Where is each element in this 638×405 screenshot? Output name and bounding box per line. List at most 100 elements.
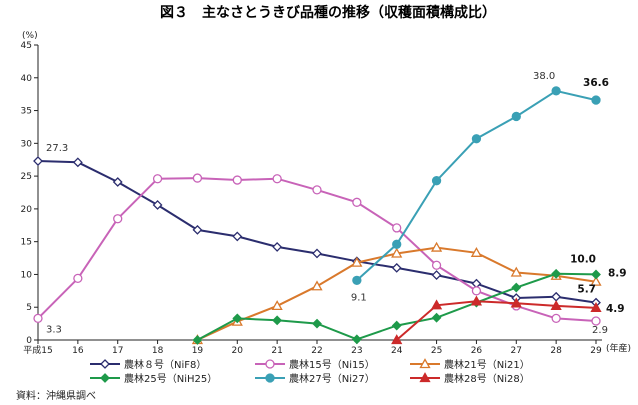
y-tick-label: 20: [21, 205, 33, 215]
data-point: [113, 214, 123, 224]
data-point: [470, 295, 483, 306]
data-point: [431, 270, 442, 281]
y-tick-label: 45: [21, 41, 32, 51]
data-point: [431, 260, 442, 270]
x-tick-label: 16: [72, 346, 84, 356]
y-tick-label: 10: [21, 270, 33, 280]
series-4: [192, 268, 601, 345]
data-point: [73, 273, 83, 284]
legend-label: 農林15号（Ni15）: [289, 358, 375, 371]
data-point: [33, 156, 43, 166]
legend-item: 農林21号（Ni21）: [410, 358, 530, 371]
x-tick-label: 平成15: [23, 344, 52, 356]
legend-item: 農林15号（Ni15）: [255, 358, 375, 371]
data-point: [272, 315, 283, 326]
legend-marker: [100, 359, 110, 369]
data-point: [470, 246, 483, 257]
data-label: 4.9: [606, 303, 625, 315]
x-tick-label: 17: [112, 346, 123, 356]
data-point: [232, 175, 242, 185]
data-point: [431, 176, 442, 186]
data-label: 38.0: [533, 71, 555, 82]
x-tick-label: 27: [511, 346, 522, 356]
data-point: [352, 275, 362, 285]
y-tick-label: 40: [21, 74, 33, 84]
data-label: 3.3: [46, 324, 62, 335]
legend-marker: [100, 373, 110, 383]
data-point: [392, 239, 402, 249]
series-6: [391, 295, 602, 345]
y-tick-label: 0: [26, 336, 32, 346]
x-tick-label: 20: [232, 346, 244, 356]
x-tick-label: 26: [471, 346, 483, 356]
series-5: [352, 86, 601, 285]
data-label: 10.0: [570, 253, 596, 265]
data-point: [391, 334, 403, 345]
data-label: 27.3: [46, 143, 68, 154]
data-point: [511, 282, 522, 293]
data-point: [551, 313, 561, 324]
data-point: [391, 320, 402, 331]
legend-item: 農林28号（Ni28）: [410, 372, 530, 385]
y-tick-label: 5: [26, 303, 32, 313]
data-label: 8.9: [608, 268, 627, 280]
data-point: [391, 262, 402, 273]
data-point: [272, 241, 283, 252]
data-point: [591, 95, 601, 105]
legend-marker: [419, 372, 431, 383]
y-tick-label: 25: [21, 172, 32, 182]
data-label: 9.1: [351, 292, 367, 303]
legend-label: 農林25号（NiH25）: [124, 372, 217, 385]
y-tick-label: 35: [21, 107, 32, 117]
data-label: 36.6: [583, 77, 609, 89]
data-point: [430, 299, 443, 310]
data-point: [551, 268, 562, 279]
data-point: [232, 231, 243, 242]
data-point: [352, 197, 362, 207]
legend-label: 農林８号（NiF8）: [124, 358, 206, 371]
data-point: [591, 269, 601, 280]
data-point: [312, 318, 322, 329]
chart-title: 図３ 主なさとうきび品種の推移（収穫面積構成比）: [160, 4, 496, 21]
legend-item: 農林25号（NiH25）: [90, 372, 217, 385]
legend-item: 農林８号（NiF8）: [90, 358, 206, 371]
data-point: [511, 111, 521, 122]
legend-label: 農林21号（Ni21）: [444, 358, 530, 371]
data-point: [312, 248, 322, 259]
data-point: [192, 224, 203, 235]
data-point: [192, 335, 203, 345]
data-point: [551, 291, 562, 302]
series-2: [33, 173, 601, 326]
x-axis-label: (年産): [606, 342, 631, 354]
x-tick-label: 21: [271, 346, 282, 356]
y-tick-label: 30: [21, 139, 33, 149]
data-point: [550, 300, 562, 311]
data-point: [152, 200, 163, 210]
data-point: [471, 286, 482, 296]
data-point: [430, 241, 443, 252]
data-point: [152, 174, 163, 184]
source-note: 資料：沖縄県調べ: [16, 389, 96, 402]
data-point: [192, 173, 203, 183]
data-point: [392, 223, 402, 233]
data-point: [312, 185, 322, 195]
data-point: [232, 313, 243, 324]
data-point: [510, 266, 522, 277]
x-tick-label: 29: [590, 346, 602, 356]
data-point: [33, 313, 43, 324]
x-tick-label: 22: [311, 346, 322, 356]
data-point: [272, 174, 282, 184]
legend: 農林８号（NiF8） 農林15号（Ni15） 農林21号（Ni21） 農林25号（Ni…: [90, 358, 530, 385]
data-point: [510, 297, 522, 308]
data-point: [351, 334, 362, 345]
data-point: [271, 300, 283, 311]
x-tick-label: 18: [152, 346, 164, 356]
series-line: [396, 300, 597, 341]
data-point: [471, 134, 482, 144]
series-lines: [33, 86, 602, 345]
data-label: 2.9: [592, 325, 608, 336]
y-axis-label: (%): [22, 31, 38, 41]
x-tick-label: 25: [431, 346, 442, 356]
legend-label: 農林27号（Ni27）: [289, 372, 375, 385]
